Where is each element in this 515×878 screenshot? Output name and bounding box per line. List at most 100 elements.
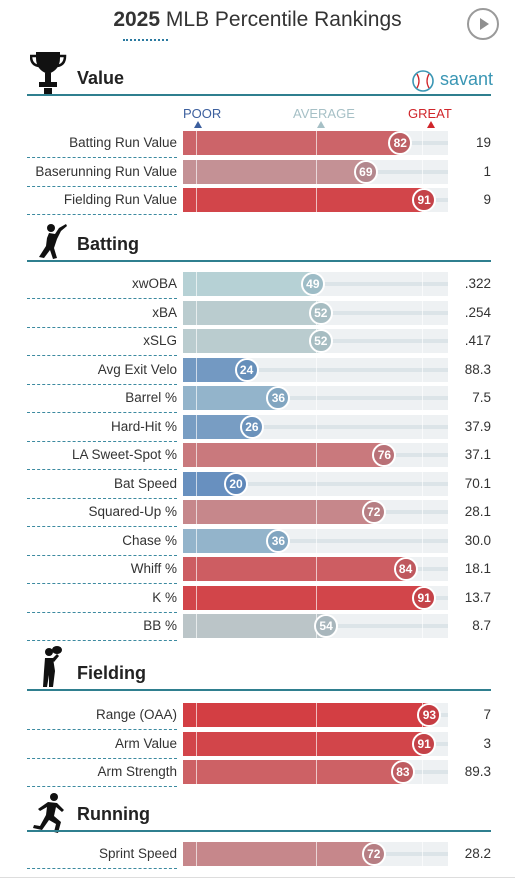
percentile-gridline [196,472,197,496]
percentile-bubble[interactable]: 72 [362,500,386,524]
scale-average-label: AVERAGE [293,106,355,121]
percentile-bar[interactable] [183,703,429,727]
percentile-bubble[interactable]: 36 [266,529,290,553]
percentile-bar[interactable] [183,301,321,325]
percentile-bubble[interactable]: 91 [412,586,436,610]
metric-value: 89.3 [465,764,491,779]
percentile-bar[interactable] [183,329,321,353]
percentile-bar[interactable] [183,443,384,467]
percentile-bar[interactable] [183,188,424,212]
percentile-bubble[interactable]: 20 [224,472,248,496]
percentile-gridline [316,529,317,553]
percentile-bubble[interactable]: 54 [314,614,338,638]
play-button[interactable] [467,8,499,40]
baseball-icon [411,69,435,93]
percentile-bubble[interactable]: 52 [309,329,333,353]
label-divider [27,786,177,787]
percentile-gridline [196,329,197,353]
percentile-bar[interactable] [183,529,278,553]
percentile-bar-remainder [313,282,448,286]
label-divider [27,298,177,299]
metric-value: 8.7 [472,618,491,633]
metric-label: Range (OAA) [96,707,177,722]
label-divider [27,355,177,356]
percentile-gridline [422,529,423,553]
metric-value: 13.7 [465,590,491,605]
percentile-bubble[interactable]: 24 [235,358,259,382]
percentile-bubble[interactable]: 69 [354,160,378,184]
percentile-gridline [196,358,197,382]
percentile-bar[interactable] [183,732,424,756]
savant-brand-text: savant [440,69,493,90]
metric-value: 70.1 [465,476,491,491]
percentile-bar[interactable] [183,131,400,155]
percentile-bubble[interactable]: 91 [412,732,436,756]
section-title-value: Value [77,68,124,89]
percentile-gridline [196,188,197,212]
percentile-bubble[interactable]: 84 [394,557,418,581]
metric-value: 88.3 [465,362,491,377]
metric-value: .417 [465,333,491,348]
percentile-gridline [196,557,197,581]
percentile-bar[interactable] [183,386,278,410]
percentile-gridline [422,160,423,184]
metric-label: Baserunning Run Value [35,164,177,179]
percentile-gridline [196,732,197,756]
percentile-gridline [196,500,197,524]
metric-label: K % [152,590,177,605]
percentile-bar[interactable] [183,272,313,296]
metric-label: Whiff % [131,561,177,576]
metric-label: xSLG [143,333,177,348]
label-divider [27,612,177,613]
runner-icon [30,792,70,845]
percentile-gridline [422,500,423,524]
percentile-gridline [196,415,197,439]
label-divider [27,186,177,187]
percentile-bar[interactable] [183,842,374,866]
percentile-gridline [196,386,197,410]
label-divider [27,157,177,158]
label-divider [27,327,177,328]
percentile-gridline [316,188,317,212]
percentile-bubble[interactable]: 91 [412,188,436,212]
label-divider [27,214,177,215]
percentile-gridline [316,160,317,184]
percentile-gridline [422,415,423,439]
section-rule-running [27,830,491,832]
percentile-bubble[interactable]: 26 [240,415,264,439]
percentile-gridline [422,443,423,467]
percentile-gridline [316,472,317,496]
percentile-bar-remainder [247,368,448,372]
percentile-bar-remainder [321,311,448,315]
title-underline [123,39,168,41]
percentile-gridline [316,386,317,410]
play-icon [469,10,497,38]
metric-value: 28.2 [465,846,491,861]
percentile-bar[interactable] [183,160,366,184]
percentile-gridline [316,557,317,581]
percentile-bar-remainder [366,170,448,174]
percentile-bubble[interactable]: 72 [362,842,386,866]
percentile-bar[interactable] [183,586,424,610]
metric-value: .322 [465,276,491,291]
percentile-gridline [422,557,423,581]
percentile-bar[interactable] [183,614,326,638]
label-divider [27,868,177,869]
metric-label: LA Sweet-Spot % [72,447,177,462]
metric-label: Barrel % [125,390,177,405]
percentile-bubble[interactable]: 52 [309,301,333,325]
metric-label: xBA [152,305,177,320]
percentile-bubble[interactable]: 49 [301,272,325,296]
percentile-bar[interactable] [183,760,403,784]
metric-value: 1 [483,164,491,179]
percentile-bar[interactable] [183,500,374,524]
percentile-gridline [422,272,423,296]
section-title-running: Running [77,804,150,825]
percentile-bubble[interactable]: 83 [391,760,415,784]
metric-value: 28.1 [465,504,491,519]
percentile-gridline [422,301,423,325]
label-divider [27,526,177,527]
metric-value: 37.9 [465,419,491,434]
percentile-bar[interactable] [183,557,406,581]
percentile-bar-remainder [236,482,448,486]
